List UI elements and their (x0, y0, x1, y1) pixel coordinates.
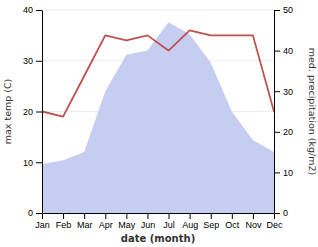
tick-mark (274, 172, 280, 173)
tick-mark (36, 10, 42, 11)
tick-label: Aug (182, 220, 198, 230)
tick-label: 0 (283, 208, 288, 218)
tick: 0 (28, 208, 42, 218)
tick-mark (274, 10, 280, 11)
tick-label: Mar (77, 220, 93, 230)
tick: Nov (245, 213, 262, 230)
plot: JanFebMarAprMayJunJulAugSepOctNovDec0102… (23, 5, 293, 230)
tick-label: May (118, 220, 136, 230)
tick-label: Jun (141, 220, 156, 230)
tick-label: Nov (245, 220, 262, 230)
chart: JanFebMarAprMayJunJulAugSepOctNovDec0102… (0, 0, 318, 247)
tick: Sep (203, 213, 219, 230)
tick-label: Apr (99, 220, 113, 230)
tick-mark (36, 112, 42, 113)
tick: 40 (274, 46, 293, 56)
tick-mark (36, 162, 42, 163)
tick-label: 40 (23, 5, 33, 15)
tick-label: 30 (23, 56, 33, 66)
tick-label: 10 (283, 168, 293, 178)
marks (42, 22, 274, 213)
tick-label: 20 (283, 127, 293, 137)
tick-mark (63, 213, 64, 219)
tick: Dec (266, 213, 283, 230)
x-axis: Jan Feb Mar Apr May Jun Jul Aug Sep Oct Nov Dec (35, 213, 283, 230)
tick-mark (253, 213, 254, 219)
y-axis: 0 10 20 30 40 (23, 5, 43, 218)
tick: 10 (274, 168, 293, 178)
tick-mark (211, 213, 212, 219)
area (42, 22, 274, 213)
axis-line (42, 11, 43, 214)
x-axis-title: date (month) (121, 233, 195, 244)
tick: Feb (56, 213, 72, 230)
tick-mark (84, 213, 85, 219)
tick-mark (190, 213, 191, 219)
tick: 10 (23, 158, 42, 168)
tick: May (118, 213, 136, 230)
tick-label: 30 (283, 87, 293, 97)
y2-axis-title: med. precipitation (kg/m2) (307, 48, 318, 175)
tick-label: Jan (35, 220, 50, 230)
tick-label: 0 (28, 208, 33, 218)
tick-mark (274, 213, 280, 214)
tick: 50 (274, 5, 293, 15)
tick: 30 (23, 56, 42, 66)
line (42, 30, 274, 116)
tick-label: 50 (283, 5, 293, 15)
tick-label: 20 (23, 107, 33, 117)
grid-line (42, 10, 274, 11)
tick: 30 (274, 87, 293, 97)
tick-label: Sep (203, 220, 219, 230)
tick-label: Oct (225, 220, 240, 230)
tick-mark (36, 61, 42, 62)
tick: Jan (35, 213, 50, 230)
tick-label: Jul (163, 220, 175, 230)
tick-mark (274, 51, 280, 52)
tick-label: 10 (23, 158, 33, 168)
tick-mark (147, 213, 148, 219)
tick-label: Dec (266, 220, 283, 230)
tick-mark (169, 213, 170, 219)
tick-mark (274, 91, 280, 92)
tick: Mar (77, 213, 93, 230)
y-axis-title: max temp (C) (2, 79, 13, 145)
tick-label: 40 (283, 46, 293, 56)
tick-mark (274, 132, 280, 133)
tick-mark (126, 213, 127, 219)
tick: 0 (274, 208, 288, 218)
tick-mark (42, 213, 43, 219)
tick: Jun (141, 213, 156, 230)
tick: Aug (182, 213, 198, 230)
y2-axis: 0 10 20 30 40 50 (274, 5, 293, 218)
grid (42, 10, 274, 213)
tick-mark (232, 213, 233, 219)
tick-label: Feb (56, 220, 72, 230)
axis-line (274, 11, 275, 214)
tick: Jul (163, 213, 175, 230)
tick: Apr (99, 213, 113, 230)
tick: 20 (274, 127, 293, 137)
tick-mark (105, 213, 106, 219)
tick: Oct (225, 213, 240, 230)
tick: 40 (23, 5, 42, 15)
tick: 20 (23, 107, 42, 117)
tick-mark (36, 213, 42, 214)
axis-line (43, 213, 275, 214)
